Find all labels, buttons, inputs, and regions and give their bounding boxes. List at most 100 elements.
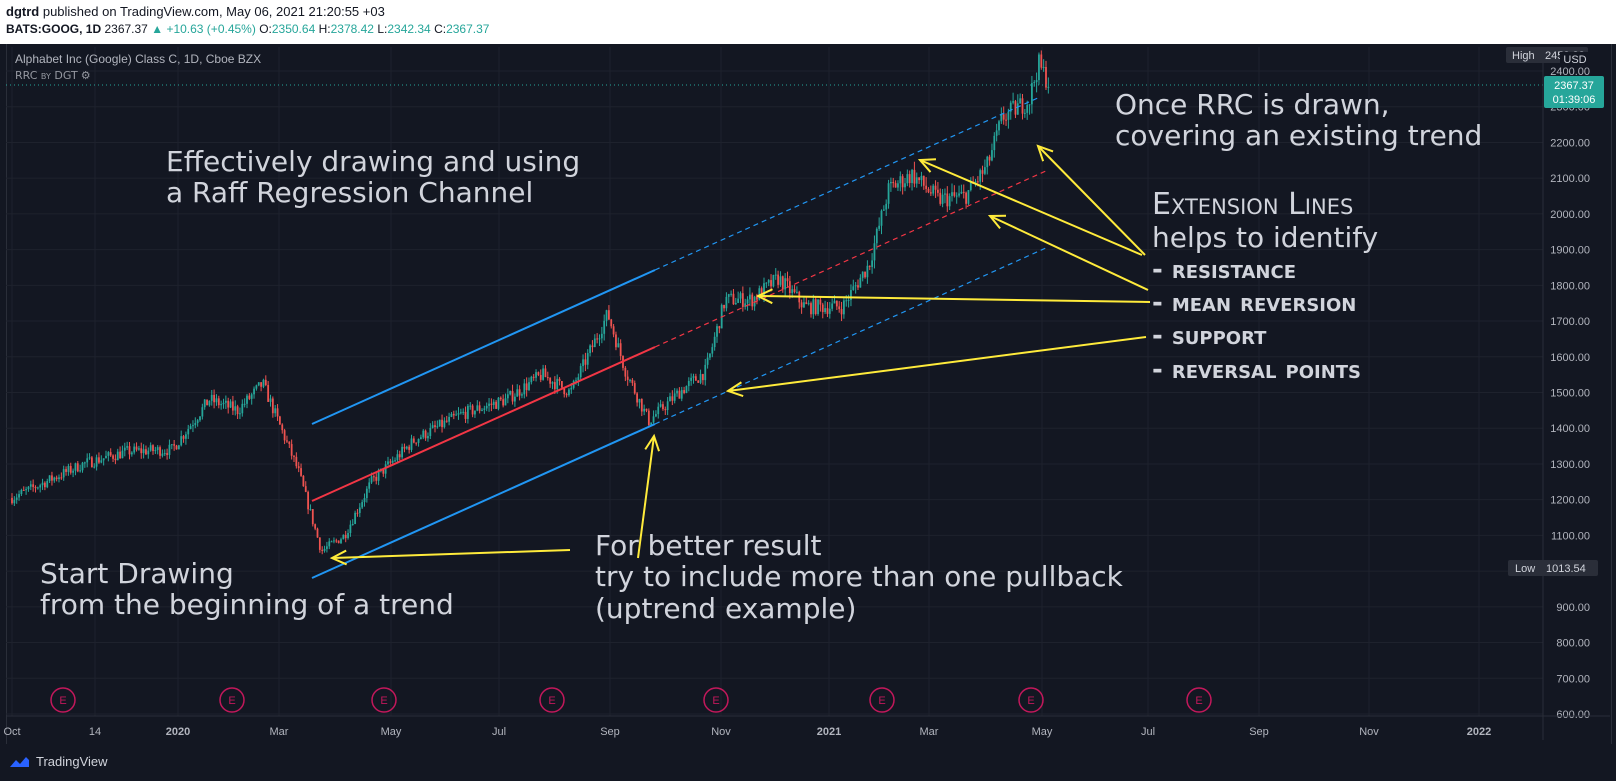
- candle-body: [112, 455, 114, 459]
- candle-body: [871, 260, 873, 267]
- tradingview-logo[interactable]: TradingView: [8, 754, 108, 769]
- author-name[interactable]: dgtrd: [6, 4, 40, 19]
- time-tick-label: May: [381, 726, 402, 738]
- candle-body: [206, 399, 208, 406]
- candle-body: [363, 498, 366, 503]
- candle-body: [577, 377, 580, 381]
- candle-body: [133, 446, 136, 453]
- close-value: 2367.37: [446, 22, 490, 36]
- candle-body: [481, 409, 483, 411]
- candle-body: [170, 444, 173, 446]
- candle-body: [694, 376, 697, 381]
- candle-body: [645, 408, 648, 411]
- candle-body: [321, 549, 324, 551]
- candle-body: [751, 294, 754, 307]
- candle-body: [617, 343, 620, 348]
- candle-body: [412, 438, 415, 443]
- candle-body: [361, 502, 364, 508]
- time-tick-label: Nov: [711, 726, 731, 738]
- high-value: 2378.42: [330, 22, 374, 36]
- candle-body: [295, 456, 298, 467]
- price-axis: 600.00700.00800.00900.001000.001100.0012…: [6, 47, 1610, 740]
- candle-body: [102, 458, 105, 461]
- candle-body: [539, 374, 542, 380]
- arrow-to-start: [331, 549, 571, 559]
- candle-body: [76, 463, 79, 472]
- chart-frame[interactable]: [6, 44, 1612, 744]
- indicator-legend[interactable]: RRC by DGT ⚙: [15, 69, 91, 82]
- chart-grid: [6, 47, 1543, 716]
- candle-body: [767, 280, 770, 283]
- high-badge-label: High: [1512, 50, 1535, 62]
- candle-body: [29, 484, 32, 487]
- earnings-marker[interactable]: [1186, 687, 1212, 713]
- candle-body: [551, 382, 554, 384]
- candle-body: [958, 193, 960, 196]
- candle-body: [713, 336, 716, 348]
- candle-body: [796, 291, 798, 293]
- earnings-marker[interactable]: [219, 687, 245, 713]
- candle-body: [598, 338, 601, 340]
- price-tick-label: 1600.00: [1550, 352, 1590, 364]
- candle-body: [589, 345, 591, 354]
- candle-body: [497, 397, 500, 409]
- extension-title: Extension Lines: [1152, 187, 1354, 222]
- candle-body: [951, 192, 953, 197]
- candle-body: [732, 293, 735, 305]
- candle-body: [535, 372, 537, 378]
- arrow-to-top: [1037, 145, 1146, 256]
- candle-body: [765, 282, 768, 284]
- earnings-marker[interactable]: [539, 687, 565, 713]
- earnings-marker-label: E: [228, 695, 235, 707]
- candle-body: [852, 286, 855, 291]
- candle-body: [845, 300, 848, 302]
- candle-body: [93, 466, 96, 468]
- candle-body: [424, 430, 427, 439]
- candle-body: [283, 430, 286, 441]
- candle-body: [309, 509, 312, 511]
- currency-label[interactable]: USD: [1563, 54, 1586, 66]
- candle-body: [939, 192, 942, 204]
- candle-body: [126, 446, 129, 448]
- candle-body: [840, 309, 843, 315]
- candle-body: [22, 489, 25, 491]
- candle-body: [882, 209, 885, 211]
- candle-body: [915, 177, 918, 184]
- candle-body: [260, 382, 262, 387]
- earnings-marker[interactable]: [1018, 687, 1044, 713]
- arrow-to-mean: [757, 295, 1151, 303]
- candlestick-series: [11, 50, 1050, 555]
- candle-body: [525, 383, 528, 391]
- better-line-1: For better result: [595, 529, 822, 562]
- arrow-to-upper-ext: [989, 215, 1149, 291]
- price-tick-label: 1500.00: [1550, 388, 1590, 400]
- earnings-marker[interactable]: [371, 687, 397, 713]
- candle-body: [495, 401, 497, 409]
- tradingview-cloud-icon: [10, 756, 29, 767]
- candle-body: [342, 534, 345, 540]
- price-tick-label: 2200.00: [1550, 137, 1590, 149]
- arrow-to-pullback-head: [644, 433, 660, 452]
- candle-body: [699, 374, 702, 383]
- candle-body: [556, 378, 559, 390]
- earnings-marker[interactable]: [50, 687, 76, 713]
- candle-body: [1033, 82, 1036, 84]
- candle-body: [976, 181, 979, 183]
- candle-body: [53, 477, 56, 481]
- candle-body: [427, 436, 429, 439]
- indicator-settings-icon[interactable]: ⚙: [80, 70, 91, 82]
- instrument-legend[interactable]: Alphabet Inc (Google) Class C, 1D, Cboe …: [15, 52, 262, 66]
- earnings-marker-label: E: [1027, 695, 1034, 707]
- earnings-marker[interactable]: [703, 687, 729, 713]
- time-tick-label: 2021: [817, 726, 841, 738]
- candle-body: [774, 274, 777, 276]
- candle-body: [286, 440, 288, 442]
- candle-body: [159, 447, 161, 456]
- earnings-marker[interactable]: [869, 687, 895, 713]
- time-tick-label: 2022: [1467, 726, 1491, 738]
- arrow-to-top-head: [1036, 144, 1054, 162]
- candle-body: [542, 368, 544, 380]
